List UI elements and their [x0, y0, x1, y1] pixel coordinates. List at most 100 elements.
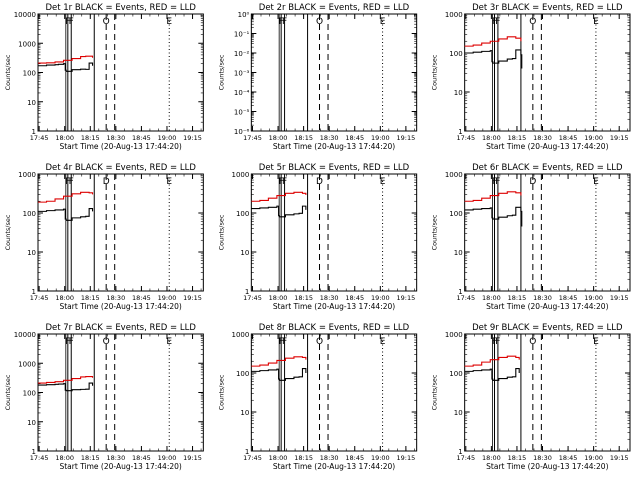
x-tick-label: 17:45 — [243, 454, 262, 462]
y-tick-label: 10 — [454, 89, 463, 97]
marker-label: F — [492, 17, 497, 27]
y-axis-label: Counts/sec — [4, 214, 12, 250]
detector-panel-1: Det 1r BLACK = Events, RED = LLD 1 10 100 10… — [4, 3, 204, 151]
panel-title: Det 4r BLACK = Events, RED = LLD — [45, 163, 196, 173]
x-tick-label: 18:45 — [345, 294, 364, 302]
x-tick-label: 19:00 — [584, 134, 603, 142]
x-tick-label: 18:30 — [106, 294, 125, 302]
panel-title: Det 5r BLACK = Events, RED = LLD — [259, 163, 410, 173]
plot-frame — [464, 333, 631, 452]
marker-label: O — [103, 337, 110, 347]
x-tick-label: 19:00 — [584, 294, 603, 302]
x-tick-label: 19:15 — [397, 294, 416, 302]
y-tick-label: 10⁻⁶ — [234, 128, 250, 136]
x-tick-label: 18:45 — [132, 294, 151, 302]
y-tick-label: 1 — [458, 448, 462, 456]
events-series-line — [251, 368, 307, 381]
x-tick-label: 17:45 — [30, 454, 49, 462]
x-tick-label: 19:00 — [584, 454, 603, 462]
events-series-line — [464, 49, 523, 69]
x-axis-label: Start Time (20-Aug-13 17:44:20) — [59, 142, 181, 151]
y-tick-label: 10 — [454, 249, 463, 257]
plot-frame — [250, 13, 418, 132]
panel-title: Det 8r BLACK = Events, RED = LLD — [259, 323, 410, 333]
marker-label: E — [380, 17, 386, 27]
x-tick-label: 18:15 — [81, 134, 100, 142]
marker-label: F — [65, 337, 70, 347]
y-tick-label: 10⁻⁴ — [234, 89, 250, 97]
x-tick-label: 18:00 — [55, 134, 74, 142]
y-tick-label: 1 — [245, 448, 249, 456]
x-tick-label: 18:00 — [269, 454, 288, 462]
marker-label: O — [529, 337, 536, 347]
detector-panel-9: Det 9r BLACK = Events, RED = LLD 1 10 100 10… — [431, 323, 631, 471]
y-tick-label: 10⁻⁵ — [234, 109, 250, 117]
y-tick-label: 10 — [27, 419, 36, 427]
x-tick-label: 18:45 — [559, 294, 578, 302]
x-tick-label: 17:45 — [30, 294, 49, 302]
x-axis-label: Start Time (20-Aug-13 17:44:20) — [486, 462, 608, 471]
y-axis-label: Counts/sec — [431, 214, 439, 250]
x-tick-label: 18:30 — [320, 294, 339, 302]
x-axis-label: Start Time (20-Aug-13 17:44:20) — [273, 302, 395, 311]
x-tick-label: 18:15 — [508, 134, 527, 142]
lld-series-line — [464, 191, 522, 202]
marker-label: E — [380, 337, 386, 347]
x-tick-label: 18:30 — [106, 134, 125, 142]
y-tick-label: 100 — [236, 370, 249, 378]
marker-label: F — [492, 337, 497, 347]
x-tick-label: 17:45 — [456, 294, 475, 302]
y-axis-label: Counts/sec — [431, 54, 439, 90]
x-tick-label: 19:15 — [610, 294, 629, 302]
marker-label: F — [69, 177, 74, 187]
x-tick-label: 18:15 — [81, 294, 100, 302]
x-axis-label: Start Time (20-Aug-13 17:44:20) — [486, 302, 608, 311]
y-axis-label: Counts/sec — [4, 374, 12, 410]
plot-frame — [250, 333, 418, 452]
lld-series-line — [464, 36, 522, 47]
marker-label: F — [279, 177, 284, 187]
y-tick-label: 100 — [449, 50, 462, 58]
y-tick-label: 1000 — [18, 40, 36, 48]
marker-label: F — [492, 177, 497, 187]
y-axis-label: Counts/sec — [431, 374, 439, 410]
x-tick-label: 18:45 — [132, 454, 151, 462]
panel-title: Det 1r BLACK = Events, RED = LLD — [45, 3, 196, 13]
y-tick-label: 10000 — [14, 331, 36, 339]
lld-series-line — [251, 356, 307, 367]
y-tick-label: 10000 — [14, 11, 36, 19]
x-tick-label: 18:45 — [132, 134, 151, 142]
x-tick-label: 18:30 — [533, 454, 552, 462]
y-tick-label: 1 — [32, 448, 36, 456]
x-tick-label: 18:45 — [559, 454, 578, 462]
events-series-line — [38, 382, 94, 392]
x-tick-label: 18:30 — [320, 134, 339, 142]
marker-label: F — [65, 177, 70, 187]
y-tick-label: 1 — [245, 288, 249, 296]
marker-label: F — [495, 177, 500, 187]
y-axis-label: Counts/sec — [217, 374, 225, 410]
x-tick-label: 19:00 — [158, 134, 177, 142]
y-tick-label: 100 — [23, 390, 36, 398]
detector-panel-2: Det 2r BLACK = Events, RED = LLD 10⁻⁶ 10⁻⁵… — [217, 3, 418, 151]
x-axis-label: Start Time (20-Aug-13 17:44:20) — [59, 302, 181, 311]
y-tick-label: 1 — [32, 128, 36, 136]
x-tick-label: 19:15 — [397, 454, 416, 462]
marker-label: O — [529, 17, 536, 27]
x-tick-label: 18:30 — [106, 454, 125, 462]
y-tick-label: 10⁻² — [234, 50, 250, 58]
x-axis-label: Start Time (20-Aug-13 17:44:20) — [59, 462, 181, 471]
y-tick-label: 10⁰ — [238, 11, 250, 19]
events-series-line — [38, 208, 94, 221]
events-series-line — [464, 206, 523, 227]
marker-label: E — [166, 17, 172, 27]
x-tick-label: 18:15 — [81, 454, 100, 462]
detector-panel-6: Det 6r BLACK = Events, RED = LLD 1 10 100 10… — [431, 163, 631, 311]
detector-panel-8: Det 8r BLACK = Events, RED = LLD 1 10 100 10… — [217, 323, 418, 471]
marker-label: D — [103, 177, 110, 187]
x-axis-label: Start Time (20-Aug-13 17:44:20) — [273, 142, 395, 151]
x-axis-label: Start Time (20-Aug-13 17:44:20) — [273, 462, 395, 471]
x-tick-label: 18:00 — [55, 454, 74, 462]
marker-label: F — [65, 17, 70, 27]
